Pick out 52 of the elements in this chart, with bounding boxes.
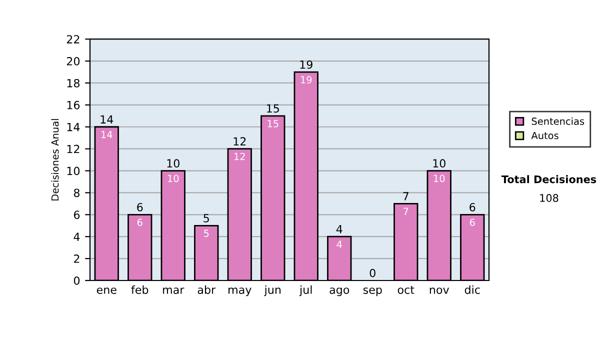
y-tick-label: 18 <box>67 78 80 88</box>
x-tick-label: sep <box>363 288 382 296</box>
x-tick-label: feb <box>131 285 148 294</box>
y-tick-label: 22 <box>66 35 80 44</box>
total-label: 7 <box>403 192 408 200</box>
text: 108 <box>540 194 558 202</box>
total-label: 19 <box>300 60 312 69</box>
y-tick-label: 12 <box>67 144 80 154</box>
total-label: 12 <box>234 137 246 146</box>
x-tick-label: may <box>228 288 252 296</box>
y-tick-label: 2 <box>74 254 80 263</box>
x-tick-label: oct <box>398 286 414 294</box>
x-tick-label: ene <box>96 288 116 294</box>
y-tick-label: 10 <box>67 166 80 176</box>
y-tick-label: 6 <box>74 210 80 220</box>
y-axis-title: Decisiones Anual <box>51 119 59 200</box>
total-label: 6 <box>470 203 476 212</box>
total-label: 15 <box>267 104 279 113</box>
total-label: 10 <box>433 159 446 168</box>
x-tick-label: nov <box>430 288 449 294</box>
data-label: 7 <box>404 208 408 215</box>
x-tick-label: jun <box>264 285 281 296</box>
data-label: 6 <box>137 218 142 226</box>
x-tick-label: ago <box>330 288 350 296</box>
x-tick-label: mar <box>163 288 184 294</box>
total-label: 5 <box>204 214 209 222</box>
data-label: 6 <box>470 218 475 226</box>
total-label: 14 <box>100 115 114 124</box>
x-tick-label: jul <box>299 285 312 296</box>
total-label: 10 <box>167 159 180 168</box>
data-label: 10 <box>434 174 445 182</box>
y-tick-label: 20 <box>66 57 80 66</box>
total-label: 0 <box>370 268 376 278</box>
legend-label: Autos <box>531 132 558 140</box>
data-label: 12 <box>234 152 245 160</box>
y-tick-label: 4 <box>74 232 80 241</box>
data-label: 15 <box>268 120 278 128</box>
legend-label: Sentencias <box>532 117 584 125</box>
data-label: 10 <box>168 174 179 182</box>
text: Total Decisiones <box>501 175 596 184</box>
data-label: 14 <box>102 131 112 138</box>
total-label: 4 <box>336 225 342 234</box>
y-tick-label: 14 <box>67 123 80 132</box>
y-tick-label: 0 <box>74 276 80 285</box>
data-label: 4 <box>336 240 342 248</box>
data-label: 19 <box>301 76 312 84</box>
total-label: 6 <box>137 203 143 212</box>
x-tick-label: dic <box>464 285 480 294</box>
x-tick-label: abr <box>198 285 216 294</box>
y-tick-label: 8 <box>74 188 80 198</box>
y-tick-label: 16 <box>67 100 80 110</box>
data-label: 5 <box>204 230 209 237</box>
